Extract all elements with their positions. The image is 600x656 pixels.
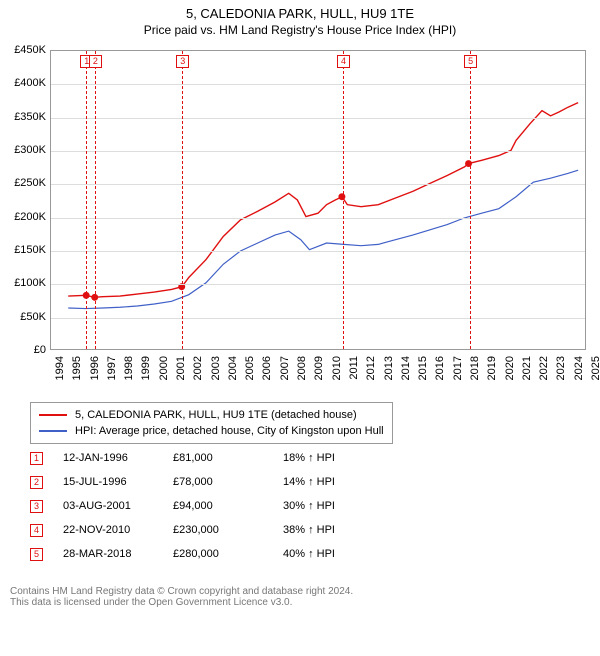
y-axis-label: £250K — [0, 177, 46, 189]
arrow-up-icon: ↑ — [308, 524, 314, 536]
legend-item-property: 5, CALEDONIA PARK, HULL, HU9 1TE (detach… — [39, 407, 384, 423]
legend: 5, CALEDONIA PARK, HULL, HU9 1TE (detach… — [30, 402, 393, 444]
transaction-price: £280,000 — [173, 548, 283, 560]
transaction-marker: 2 — [89, 55, 102, 68]
gridline-h — [51, 284, 585, 285]
transaction-row-marker: 5 — [30, 548, 43, 561]
arrow-up-icon: ↑ — [308, 476, 314, 488]
chart-title: 5, CALEDONIA PARK, HULL, HU9 1TE — [0, 6, 600, 21]
x-axis-label: 2025 — [590, 356, 600, 380]
transaction-diff: 14% ↑ HPI — [283, 476, 403, 488]
transaction-date: 03-AUG-2001 — [63, 500, 173, 512]
transaction-row-marker: 1 — [30, 452, 43, 465]
y-axis-label: £150K — [0, 244, 46, 256]
transaction-price: £94,000 — [173, 500, 283, 512]
transaction-date: 22-NOV-2010 — [63, 524, 173, 536]
y-axis-label: £450K — [0, 44, 46, 56]
y-axis-label: £200K — [0, 211, 46, 223]
transaction-row: 5 28-MAR-2018£280,00040% ↑ HPI — [30, 542, 403, 566]
transaction-diff: 18% ↑ HPI — [283, 452, 403, 464]
transaction-row: 1 12-JAN-1996£81,00018% ↑ HPI — [30, 446, 403, 470]
legend-swatch-property — [39, 414, 67, 416]
event-line — [95, 51, 96, 349]
transaction-point — [338, 193, 345, 200]
footer-line2: This data is licensed under the Open Gov… — [10, 597, 590, 608]
event-line — [182, 51, 183, 349]
transactions-table: 1 12-JAN-1996£81,00018% ↑ HPI 2 15-JUL-1996… — [30, 446, 403, 566]
arrow-up-icon: ↑ — [308, 548, 314, 560]
legend-swatch-hpi — [39, 430, 67, 432]
transaction-diff: 40% ↑ HPI — [283, 548, 403, 560]
event-line — [470, 51, 471, 349]
transaction-diff: 30% ↑ HPI — [283, 500, 403, 512]
arrow-up-icon: ↑ — [308, 500, 314, 512]
transaction-price: £230,000 — [173, 524, 283, 536]
y-axis-label: £100K — [0, 277, 46, 289]
transaction-marker: 4 — [337, 55, 350, 68]
chart-container: 5, CALEDONIA PARK, HULL, HU9 1TE Price p… — [0, 6, 600, 656]
transaction-row-marker: 2 — [30, 476, 43, 489]
transaction-row-marker: 3 — [30, 500, 43, 513]
footer-line1: Contains HM Land Registry data © Crown c… — [10, 586, 590, 597]
transaction-marker: 3 — [176, 55, 189, 68]
legend-label-hpi: HPI: Average price, detached house, City… — [75, 425, 384, 437]
arrow-up-icon: ↑ — [308, 452, 314, 464]
transaction-row: 4 22-NOV-2010£230,00038% ↑ HPI — [30, 518, 403, 542]
event-line — [343, 51, 344, 349]
series-property-line — [68, 103, 578, 298]
plot-area: 12345 — [50, 50, 586, 350]
transaction-price: £78,000 — [173, 476, 283, 488]
gridline-h — [51, 118, 585, 119]
legend-label-property: 5, CALEDONIA PARK, HULL, HU9 1TE (detach… — [75, 409, 357, 421]
chart-area: 12345 £0£50K£100K£150K£200K£250K£300K£35… — [0, 50, 600, 390]
transaction-row: 2 15-JUL-1996£78,00014% ↑ HPI — [30, 470, 403, 494]
gridline-h — [51, 84, 585, 85]
gridline-h — [51, 251, 585, 252]
transaction-row-marker: 4 — [30, 524, 43, 537]
transaction-date: 12-JAN-1996 — [63, 452, 173, 464]
y-axis-label: £400K — [0, 77, 46, 89]
chart-subtitle: Price paid vs. HM Land Registry's House … — [0, 23, 600, 37]
footer: Contains HM Land Registry data © Crown c… — [10, 586, 590, 608]
transaction-marker: 5 — [464, 55, 477, 68]
legend-item-hpi: HPI: Average price, detached house, City… — [39, 423, 384, 439]
transaction-date: 15-JUL-1996 — [63, 476, 173, 488]
y-axis-label: £0 — [0, 344, 46, 356]
event-line — [86, 51, 87, 349]
y-axis-label: £350K — [0, 111, 46, 123]
gridline-h — [51, 184, 585, 185]
transaction-diff: 38% ↑ HPI — [283, 524, 403, 536]
transaction-price: £81,000 — [173, 452, 283, 464]
transaction-date: 28-MAR-2018 — [63, 548, 173, 560]
gridline-h — [51, 151, 585, 152]
gridline-h — [51, 318, 585, 319]
y-axis-label: £300K — [0, 144, 46, 156]
transaction-row: 3 03-AUG-2001£94,00030% ↑ HPI — [30, 494, 403, 518]
series-hpi-line — [68, 170, 578, 308]
series-svg — [51, 51, 585, 349]
y-axis-label: £50K — [0, 311, 46, 323]
gridline-h — [51, 218, 585, 219]
